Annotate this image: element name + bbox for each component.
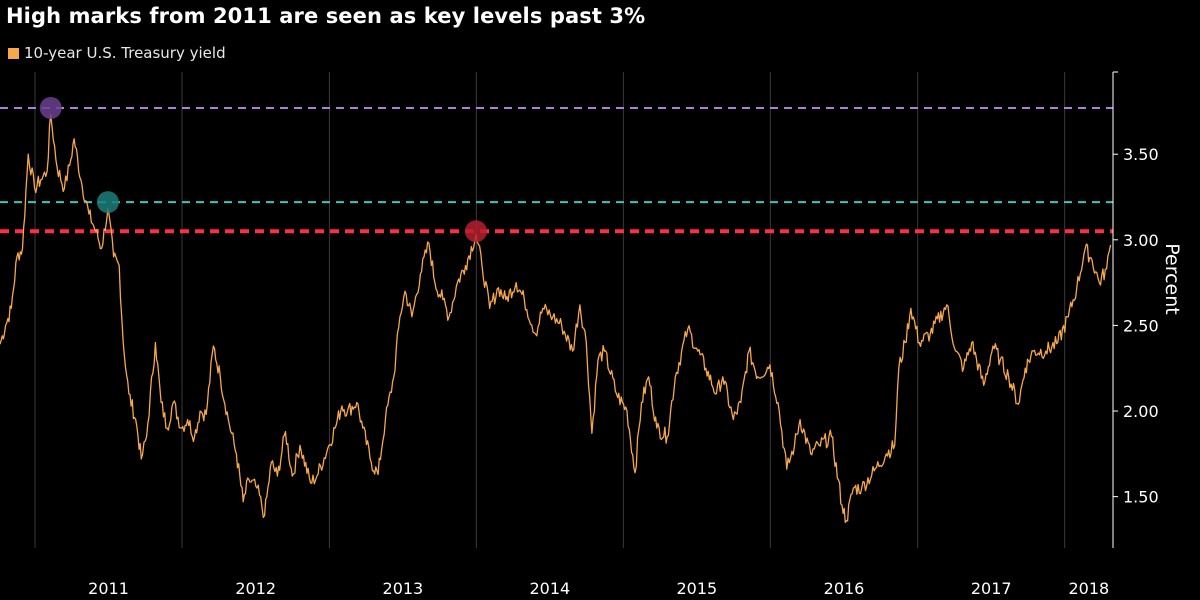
legend-swatch (8, 47, 19, 59)
markers-group (39, 96, 487, 243)
x-tick-label: 2016 (824, 579, 865, 598)
chart-title: High marks from 2011 are seen as key lev… (6, 4, 646, 28)
legend-label: 10-year U.S. Treasury yield (24, 44, 226, 62)
series-line (0, 114, 1112, 524)
legend: 10-year U.S. Treasury yield (8, 44, 226, 62)
series-group (0, 114, 1112, 524)
highlight-marker (96, 191, 119, 214)
x-tick-label: 2012 (235, 579, 276, 598)
x-tick-label: 2013 (383, 579, 424, 598)
grid-lines (34, 72, 1066, 548)
x-tick-label: 2011 (88, 579, 129, 598)
x-tick-label: 2014 (529, 579, 570, 598)
x-axis: 2011 2012 2013 2014 2015 2016 2017 2018 (88, 579, 1109, 598)
x-tick-label: 2017 (971, 579, 1012, 598)
x-tick-label: 2018 (1068, 579, 1109, 598)
y-axis: 1.50 2.00 2.50 3.00 3.50 (1112, 71, 1159, 548)
x-tick-label: 2015 (676, 579, 717, 598)
y-tick-label: 2.50 (1123, 316, 1159, 335)
y-tick-label: 3.50 (1123, 145, 1159, 164)
reference-lines (0, 106, 1113, 234)
y-tick-label: 3.00 (1123, 231, 1159, 250)
y-tick-label: 2.00 (1123, 402, 1159, 421)
highlight-marker (464, 220, 487, 243)
y-tick-label: 1.50 (1123, 488, 1159, 507)
highlight-marker (39, 96, 62, 119)
